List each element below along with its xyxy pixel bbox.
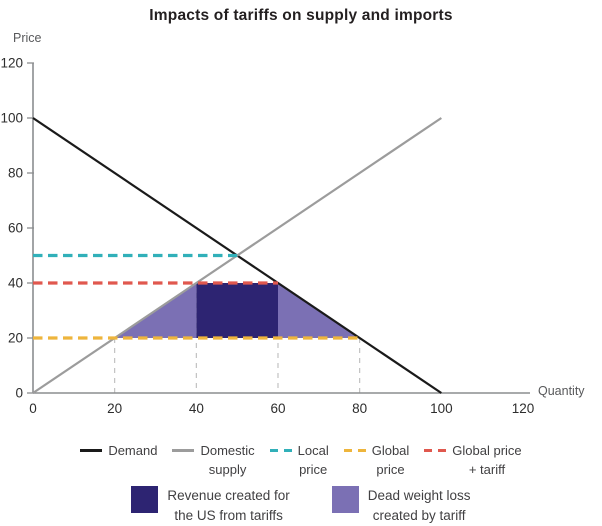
svg-text:80: 80 <box>352 401 367 416</box>
demand-line-swatch <box>80 449 103 452</box>
area-legend: Revenue created for the US from tariffs … <box>0 486 602 525</box>
svg-text:120: 120 <box>0 56 23 71</box>
legend-item-tariff-revenue: Revenue created for the US from tariffs <box>131 486 290 525</box>
legend-item-global-price-tariff: Global price + tariff <box>424 442 522 480</box>
svg-text:100: 100 <box>430 401 453 416</box>
legend-label: Global price <box>371 443 410 477</box>
chart-svg: 0 20 40 60 80 100 120 0 20 40 60 80 100 120 <box>0 56 535 417</box>
local-price-dash-swatch <box>269 449 292 452</box>
svg-text:120: 120 <box>512 401 535 416</box>
legend-item-deadweight-loss: Dead weight loss created by tariff <box>331 486 471 525</box>
svg-text:20: 20 <box>8 331 23 346</box>
svg-text:60: 60 <box>8 221 23 236</box>
deadweight-area-swatch <box>331 486 359 513</box>
svg-text:0: 0 <box>29 401 37 416</box>
svg-text:20: 20 <box>107 401 122 416</box>
svg-text:40: 40 <box>8 276 23 291</box>
svg-text:60: 60 <box>270 401 285 416</box>
legend-label: Revenue created for the US from tariffs <box>167 488 290 523</box>
legend-item-local-price: Local price <box>269 442 329 480</box>
legend-item-demand: Demand <box>80 442 157 461</box>
y-axis-title: Price <box>13 31 42 45</box>
global-price-tariff-dash-swatch <box>424 449 447 452</box>
legend-label: Domestic supply <box>200 443 255 477</box>
legend-label: Global price + tariff <box>452 443 522 477</box>
global-price-dash-swatch <box>343 449 366 452</box>
legend-label: Dead weight loss created by tariff <box>367 488 471 523</box>
legend-item-global-price: Global price <box>343 442 410 480</box>
svg-text:100: 100 <box>0 111 23 126</box>
legend-item-domestic-supply: Domestic supply <box>172 442 255 480</box>
svg-text:40: 40 <box>189 401 204 416</box>
x-axis-title: Quantity <box>538 384 585 398</box>
revenue-area-swatch <box>131 486 159 513</box>
legend-label: Demand <box>108 443 158 458</box>
svg-text:80: 80 <box>8 166 23 181</box>
chart-title: Impacts of tariffs on supply and imports <box>149 7 453 24</box>
line-legend: Demand Domestic supply Local price Globa… <box>0 442 602 480</box>
supply-line-swatch <box>172 449 195 452</box>
legend-label: Local price <box>297 443 329 477</box>
svg-text:0: 0 <box>15 386 23 401</box>
